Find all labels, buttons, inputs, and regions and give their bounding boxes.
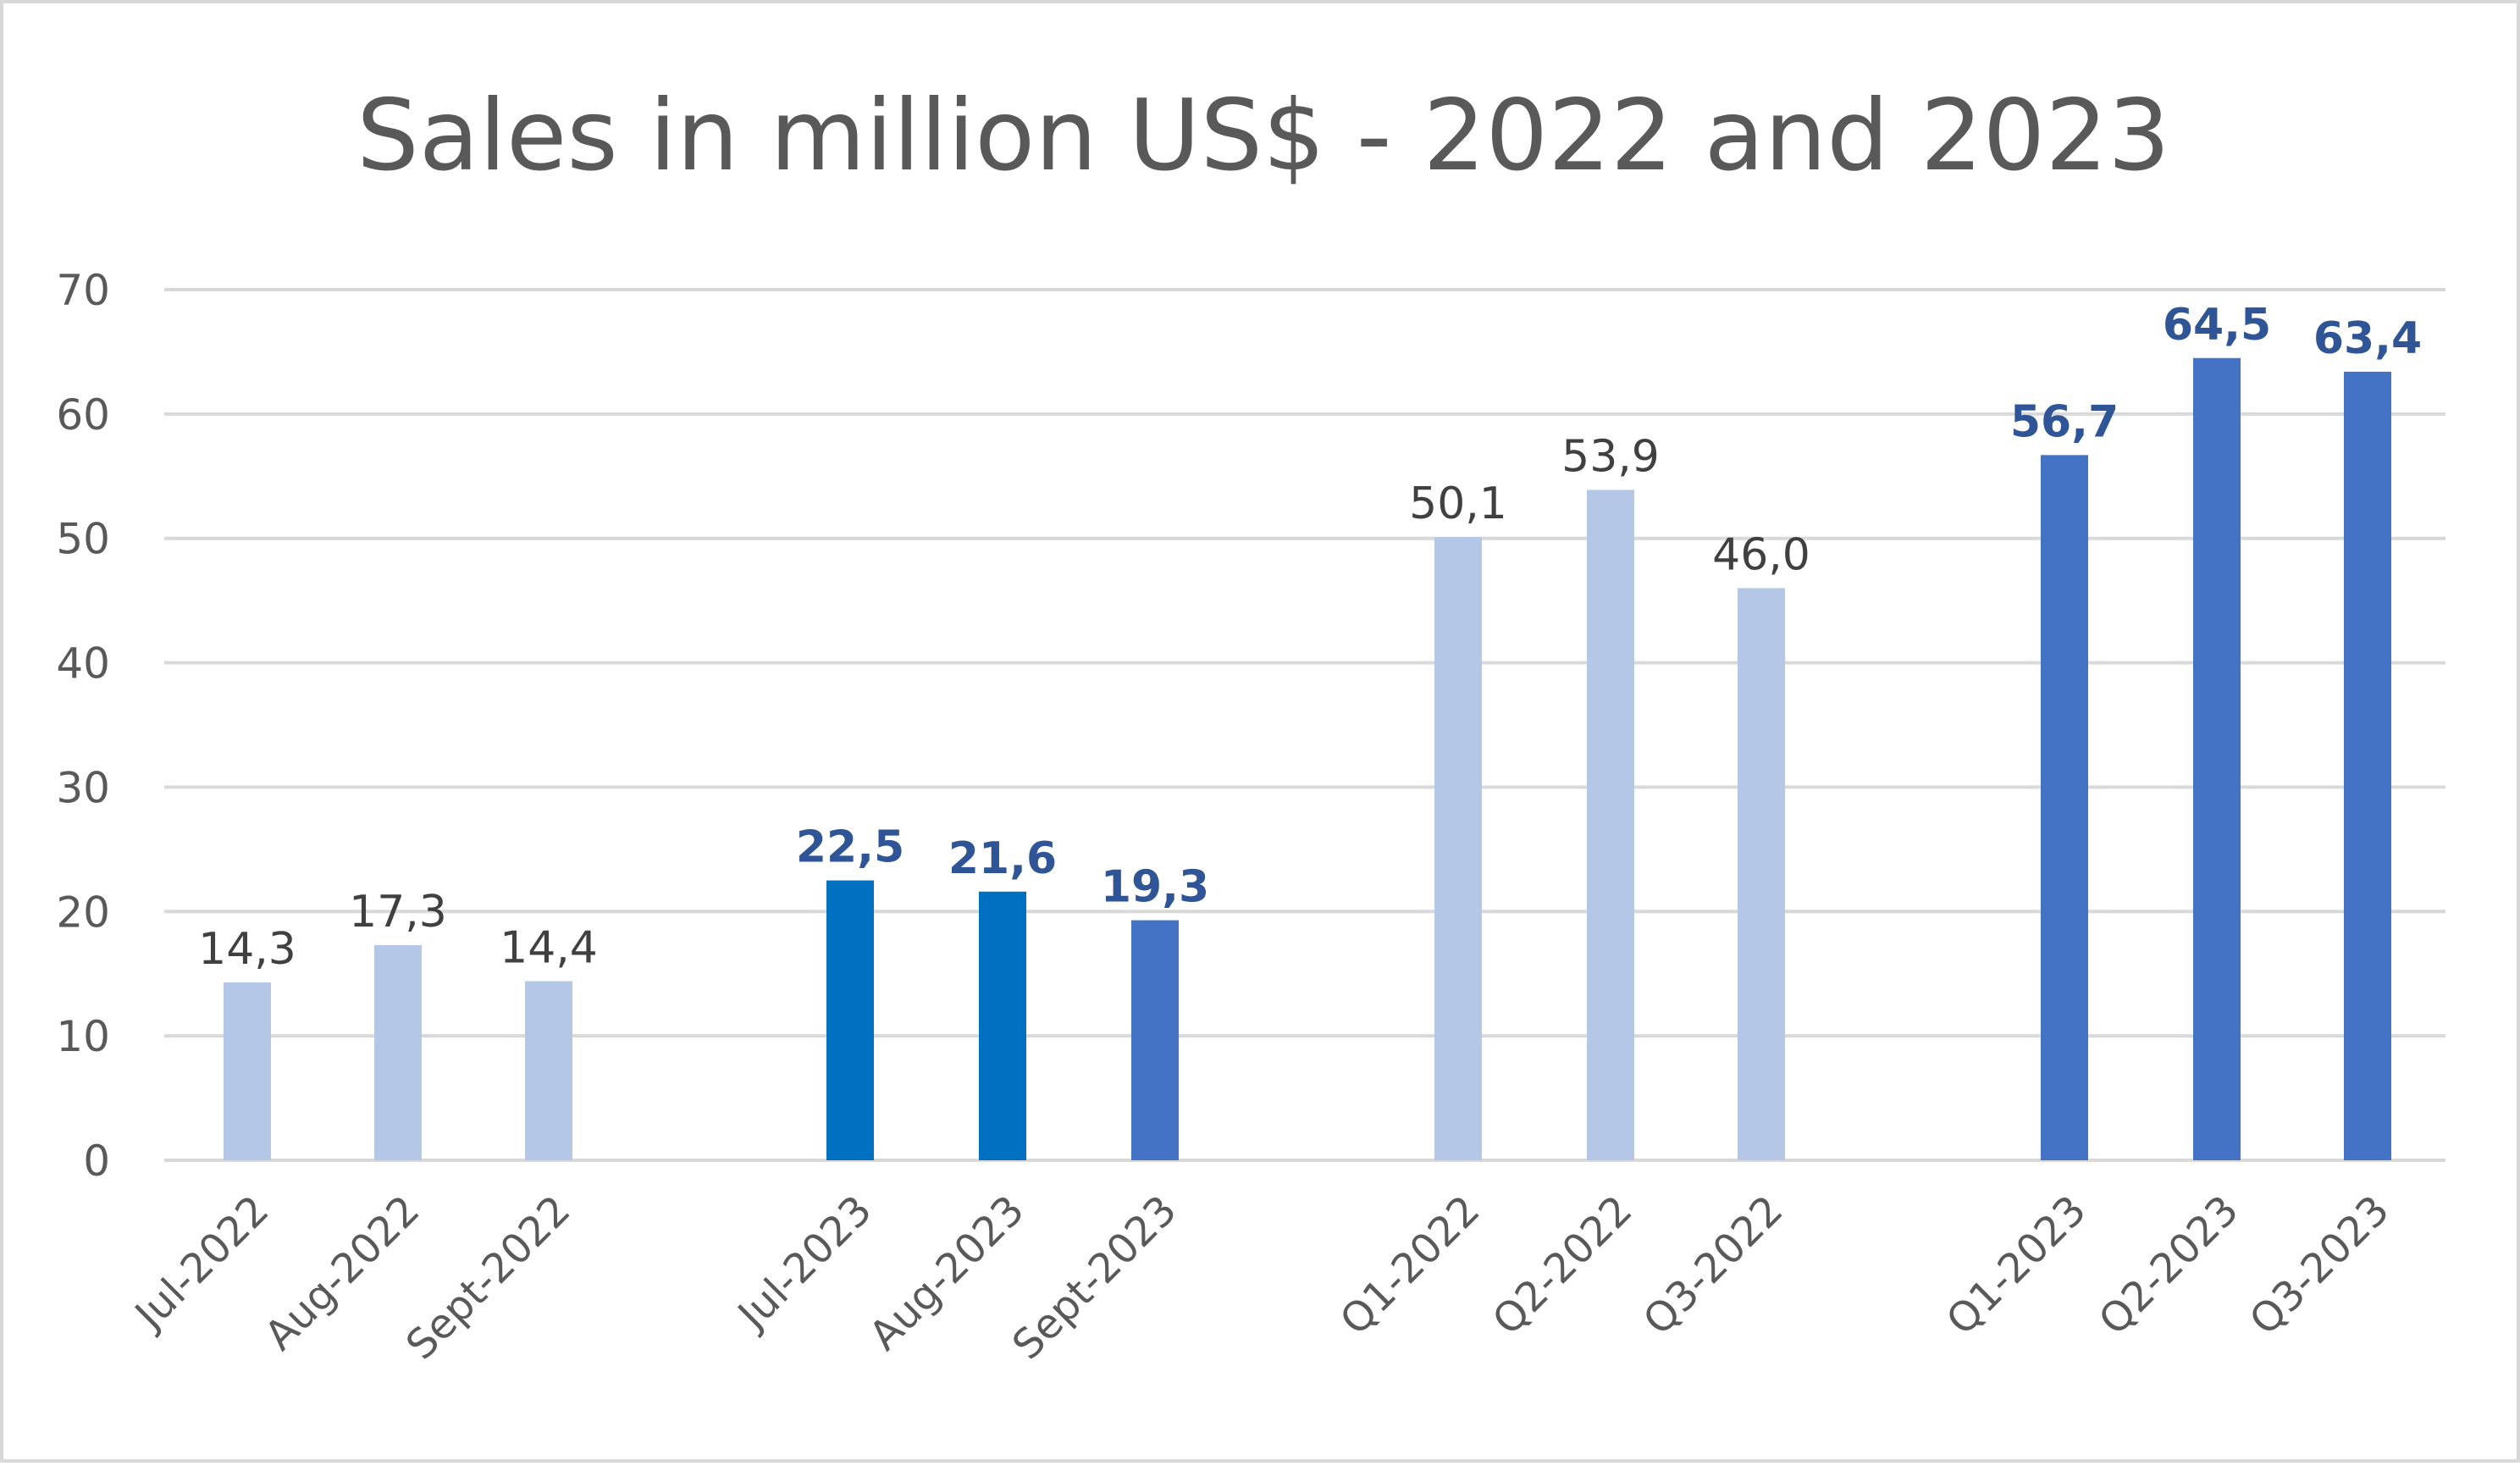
- y-axis-ticks: 0 10 20 30 40 50 60 70: [56, 266, 110, 1186]
- x-tick-label-q1-2023: Q1-2023: [1937, 1187, 2096, 1345]
- data-label-q1-2023: 56,7: [2010, 396, 2119, 447]
- x-tick-label-q2-2023: Q2-2023: [2090, 1187, 2248, 1345]
- data-label-q2-2022: 53,9: [1561, 431, 1660, 482]
- data-label-q3-2023: 63,4: [2313, 313, 2422, 364]
- data-labels: 14,3 17,3 14,4 22,5 21,6 19,3 50,1 53,9 46,0 56,7…: [198, 300, 2422, 975]
- y-tick-label: 30: [56, 763, 110, 812]
- bar-aug-2023: [979, 891, 1026, 1160]
- data-label-q3-2022: 46,0: [1712, 529, 1810, 580]
- bars: [224, 357, 2391, 1160]
- bar-q2-2022: [1587, 490, 1634, 1160]
- x-tick-label-q2-2022: Q2-2022: [1484, 1187, 1642, 1345]
- bar-q3-2022: [1738, 588, 1785, 1160]
- data-label-aug-2022: 17,3: [349, 887, 447, 938]
- x-tick-label-q3-2022: Q3-2022: [1634, 1187, 1793, 1345]
- data-label-sept-2023: 19,3: [1101, 862, 1209, 913]
- y-tick-label: 50: [56, 515, 110, 564]
- y-tick-label: 70: [56, 266, 110, 315]
- y-tick-label: 10: [56, 1012, 110, 1061]
- data-label-jul-2023: 22,5: [796, 822, 904, 873]
- data-label-q2-2023: 64,5: [2163, 300, 2271, 351]
- data-label-aug-2023: 21,6: [948, 833, 1057, 884]
- x-tick-label-sept-2022: Sept-2022: [397, 1187, 580, 1369]
- chart-title: Sales in million US$ - 2022 and 2023: [356, 79, 2170, 193]
- data-label-q1-2022: 50,1: [1409, 479, 1507, 529]
- x-tick-label-q1-2022: Q1-2022: [1331, 1187, 1489, 1345]
- bar-q1-2022: [1434, 537, 1482, 1160]
- bar-jul-2022: [224, 982, 271, 1160]
- bar-sept-2023: [1131, 920, 1179, 1160]
- y-tick-label: 60: [56, 390, 110, 440]
- chart-svg: Sales in million US$ - 2022 and 2023 0 10…: [56, 79, 2445, 1369]
- x-tick-label-sept-2023: Sept-2023: [1003, 1187, 1186, 1369]
- y-tick-label: 0: [83, 1137, 110, 1186]
- bar-jul-2023: [826, 880, 874, 1160]
- y-tick-label: 20: [56, 888, 110, 937]
- bar-sept-2022: [525, 981, 572, 1160]
- bar-q1-2023: [2041, 455, 2088, 1160]
- x-tick-label-q3-2023: Q3-2023: [2241, 1187, 2399, 1345]
- y-tick-label: 40: [56, 639, 110, 689]
- bar-q2-2023: [2193, 357, 2241, 1160]
- x-tick-label-jul-2023: Jul-2023: [727, 1187, 881, 1340]
- bar-q3-2023: [2344, 371, 2391, 1160]
- data-label-sept-2022: 14,4: [500, 923, 598, 974]
- x-tick-label-jul-2022: Jul-2022: [124, 1187, 278, 1340]
- data-label-jul-2022: 14,3: [198, 924, 296, 975]
- bar-aug-2022: [374, 944, 422, 1160]
